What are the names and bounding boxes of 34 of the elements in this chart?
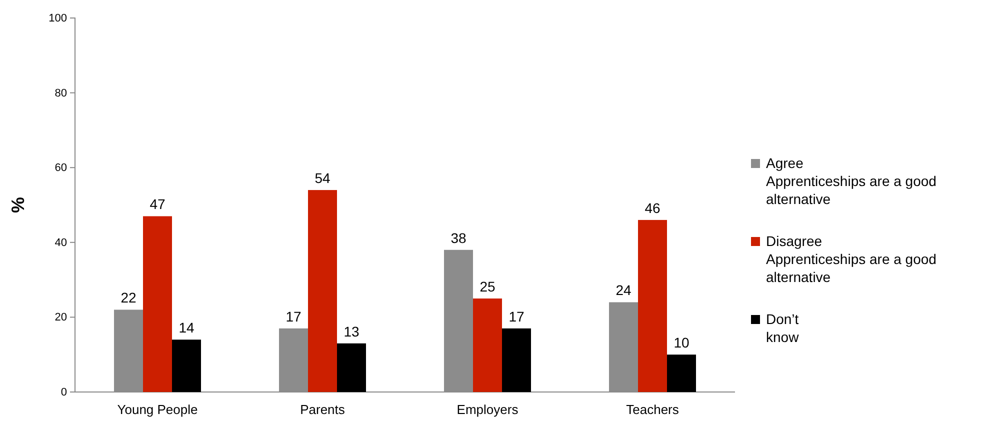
bar <box>667 354 696 392</box>
y-tick-label: 20 <box>54 312 67 324</box>
data-label: 13 <box>344 323 360 340</box>
data-label: 17 <box>286 308 302 324</box>
data-label: 47 <box>150 196 166 212</box>
bar <box>308 190 337 392</box>
bar <box>638 220 667 392</box>
y-tick-label: 60 <box>54 162 67 174</box>
bar <box>502 328 531 392</box>
legend-label: Disagree Apprenticeships are a good alternative <box>766 233 936 285</box>
data-label: 17 <box>508 308 524 324</box>
y-tick-label: 80 <box>54 87 67 100</box>
bar <box>172 340 201 392</box>
legend-label: Agree Apprenticeships are a good alternative <box>766 155 936 207</box>
y-tick-label: 100 <box>48 12 67 25</box>
x-tick-label: Young People <box>117 402 198 418</box>
data-label: 54 <box>314 170 330 186</box>
data-label: 10 <box>674 334 690 351</box>
y-axis-title: % <box>8 196 28 214</box>
data-label: 25 <box>480 278 496 294</box>
data-label: 38 <box>450 230 466 246</box>
data-label: 14 <box>178 320 194 336</box>
data-label: 22 <box>120 290 136 306</box>
bar <box>143 216 172 392</box>
bar <box>337 343 366 392</box>
data-label: 24 <box>616 282 632 298</box>
bar <box>473 298 502 392</box>
y-tick-label: 0 <box>60 386 67 399</box>
x-tick-label: Teachers <box>626 402 680 418</box>
y-tick-label: 40 <box>54 236 67 249</box>
x-tick-label: Parents <box>300 402 346 418</box>
x-tick-label: Employers <box>456 402 519 418</box>
legend-label: Don’t know <box>766 311 800 345</box>
data-label: 46 <box>644 200 660 216</box>
